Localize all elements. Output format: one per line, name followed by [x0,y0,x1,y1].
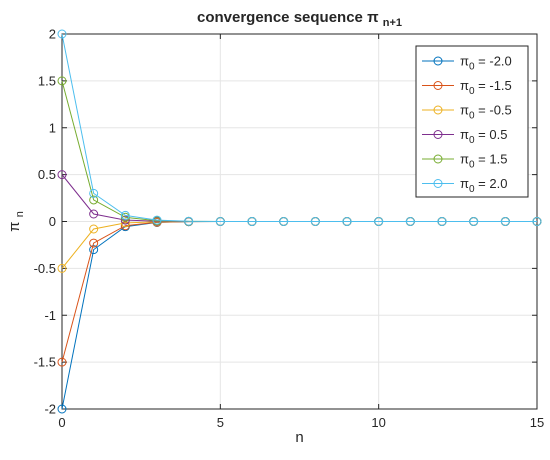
legend-label-symbol: π [460,152,469,167]
y-tick-label: 1 [49,120,56,135]
x-tick-label: 15 [530,415,544,430]
legend-label-symbol: π [460,78,469,93]
chart-title-symbol: π [367,9,379,26]
chart-title-subscript: n+1 [383,17,402,29]
y-tick-label: 0 [49,214,56,229]
y-tick-label: -0.5 [34,261,56,276]
legend-label-symbol: π [460,54,469,69]
legend-label-symbol: π [460,127,469,142]
y-tick-label: 2 [49,27,56,42]
x-tick-label: 10 [371,415,385,430]
legend-label-symbol: π [460,176,469,191]
y-tick-label: 0.5 [38,167,56,182]
legend-label-value: = -1.5 [475,78,512,93]
y-tick-label: -1.5 [34,355,56,370]
x-axis-label: n [295,429,303,446]
y-tick-label: -1 [44,308,56,323]
chart-title-text: convergence sequence [197,9,363,26]
legend-label-value: = 0.5 [475,127,508,142]
legend-label-symbol: π [460,103,469,118]
legend-label-value: = -0.5 [475,103,512,118]
y-axis-label-symbol: π [6,221,23,231]
y-tick-label: 1.5 [38,73,56,88]
x-tick-label: 0 [58,415,65,430]
x-tick-label: 5 [217,415,224,430]
legend-label-value: = 2.0 [475,176,508,191]
legend-label-value: = -2.0 [475,54,512,69]
y-tick-label: -2 [44,402,56,417]
legend-label-value: = 1.5 [475,152,508,167]
legend: π0 = -2.0π0 = -1.5π0 = -0.5π0 = 0.5π0 = … [416,46,528,197]
y-axis-label-subscript: n [14,211,26,217]
